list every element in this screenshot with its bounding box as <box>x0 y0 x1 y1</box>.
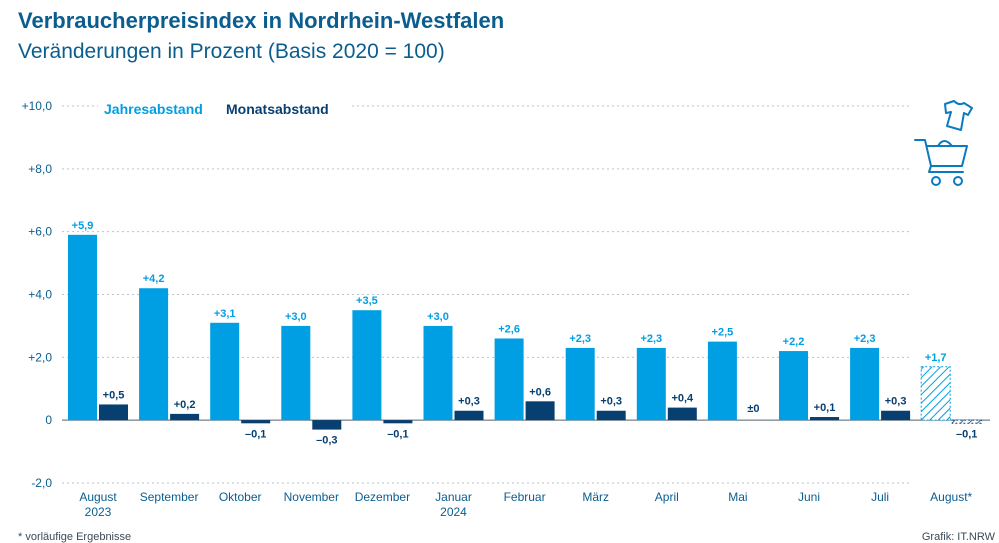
bar-monatsabstand <box>596 410 626 421</box>
y-tick-label: +4,0 <box>28 288 52 302</box>
value-label-monatsabstand: +0,3 <box>458 396 480 408</box>
x-tick-label: Dezember <box>355 490 410 504</box>
value-label-jahresabstand: +2,2 <box>783 336 805 348</box>
tshirt-icon <box>944 100 973 131</box>
value-label-monatsabstand: –0,3 <box>316 435 337 447</box>
bar-jahresabstand <box>68 234 97 421</box>
bar-monatsabstand <box>99 404 128 421</box>
bar-jahresabstand <box>565 347 595 421</box>
bar-monatsabstand <box>312 420 342 430</box>
value-label-monatsabstand: +0,6 <box>529 386 551 398</box>
bar-monatsabstand <box>667 407 697 421</box>
value-label-jahresabstand: +3,0 <box>285 311 307 323</box>
bar-jahresabstand <box>281 325 311 421</box>
bar-monatsabstand <box>951 419 982 424</box>
bar-jahresabstand <box>850 347 880 421</box>
value-label-monatsabstand: +0,3 <box>885 396 907 408</box>
bars: +5,9 +0,5 +4,2 +0,2 +3,1 –0,1 +3,0 –0,3 +3,5 –0,1… <box>68 220 982 447</box>
x-tick-label: November <box>284 490 339 504</box>
x-tick-label: Juni <box>798 490 820 504</box>
value-label-jahresabstand: +2,3 <box>569 333 591 345</box>
bar-monatsabstand <box>454 410 484 421</box>
source-credit: Grafik: IT.NRW <box>921 531 995 543</box>
y-tick-label: +2,0 <box>28 350 52 364</box>
x-tick-label: Januar <box>435 490 472 504</box>
value-label-monatsabstand: +0,1 <box>814 402 836 414</box>
chart-title: Verbraucherpreisindex in Nordrhein-Westf… <box>18 8 505 33</box>
y-axis: +10,0 +8,0 +6,0 +4,0 +2,0 0 -2,0 <box>22 99 53 490</box>
footnote: * vorläufige Ergebnisse <box>18 531 132 543</box>
bar-jahresabstand <box>139 288 169 421</box>
value-label-jahresabstand: +3,0 <box>427 311 449 323</box>
value-label-monatsabstand: +0,2 <box>174 399 196 411</box>
bar-jahresabstand <box>423 325 453 421</box>
value-label-jahresabstand: +5,9 <box>72 220 94 232</box>
x-tick-label: August* <box>930 490 972 504</box>
x-tick-label: März <box>582 490 609 504</box>
value-label-monatsabstand: +0,3 <box>600 396 622 408</box>
value-label-jahresabstand: +2,6 <box>498 323 520 335</box>
x-tick-label: Februar <box>504 490 546 504</box>
x-tick-label: Mai <box>728 490 747 504</box>
x-tick-label: September <box>140 490 199 504</box>
value-label-monatsabstand: +0,5 <box>103 389 125 401</box>
bar-monatsabstand <box>383 420 413 424</box>
bar-monatsabstand <box>881 410 911 421</box>
value-label-jahresabstand: +3,1 <box>214 308 236 320</box>
bar-monatsabstand <box>525 401 555 421</box>
x-tick-label: April <box>655 490 679 504</box>
value-label-jahresabstand: +1,7 <box>925 352 947 364</box>
legend: Jahresabstand Monatsabstand <box>98 98 350 118</box>
value-label-jahresabstand: +3,5 <box>356 295 378 307</box>
value-label-monatsabstand: +0,4 <box>671 393 694 405</box>
value-label-jahresabstand: +2,3 <box>640 333 662 345</box>
bar-jahresabstand <box>707 341 737 421</box>
bar-jahresabstand <box>920 366 951 421</box>
legend-monatsabstand: Monatsabstand <box>226 101 329 117</box>
bar-monatsabstand <box>170 413 200 421</box>
x-tick-label: August <box>79 490 117 504</box>
value-label-jahresabstand: +2,5 <box>712 327 734 339</box>
y-tick-label: +10,0 <box>22 99 53 113</box>
bar-jahresabstand <box>636 347 666 421</box>
x-tick-label: 2023 <box>85 505 112 519</box>
bar-jahresabstand <box>210 322 240 421</box>
y-tick-label: +6,0 <box>28 225 52 239</box>
value-label-jahresabstand: +2,3 <box>854 333 876 345</box>
y-tick-label: 0 <box>45 413 52 427</box>
chart-subtitle: Veränderungen in Prozent (Basis 2020 = 1… <box>18 40 445 63</box>
shopping-cart-icon <box>914 100 973 186</box>
bar-jahresabstand <box>352 310 382 421</box>
value-label-jahresabstand: +4,2 <box>143 273 165 285</box>
value-label-monatsabstand: –0,1 <box>245 428 266 440</box>
y-tick-label: +8,0 <box>28 162 52 176</box>
gridlines <box>62 105 990 484</box>
x-tick-label: 2024 <box>440 505 467 519</box>
legend-jahresabstand: Jahresabstand <box>104 101 203 117</box>
y-tick-label: -2,0 <box>31 476 52 490</box>
bar-monatsabstand <box>810 417 839 421</box>
bar-monatsabstand <box>241 420 271 424</box>
value-label-monatsabstand: –0,1 <box>387 428 408 440</box>
x-tick-label: Juli <box>871 490 889 504</box>
value-label-monatsabstand: ±0 <box>747 403 759 415</box>
bar-jahresabstand <box>779 351 808 421</box>
x-tick-label: Oktober <box>219 490 262 504</box>
value-label-monatsabstand: –0,1 <box>956 428 977 440</box>
bar-jahresabstand <box>494 338 524 421</box>
